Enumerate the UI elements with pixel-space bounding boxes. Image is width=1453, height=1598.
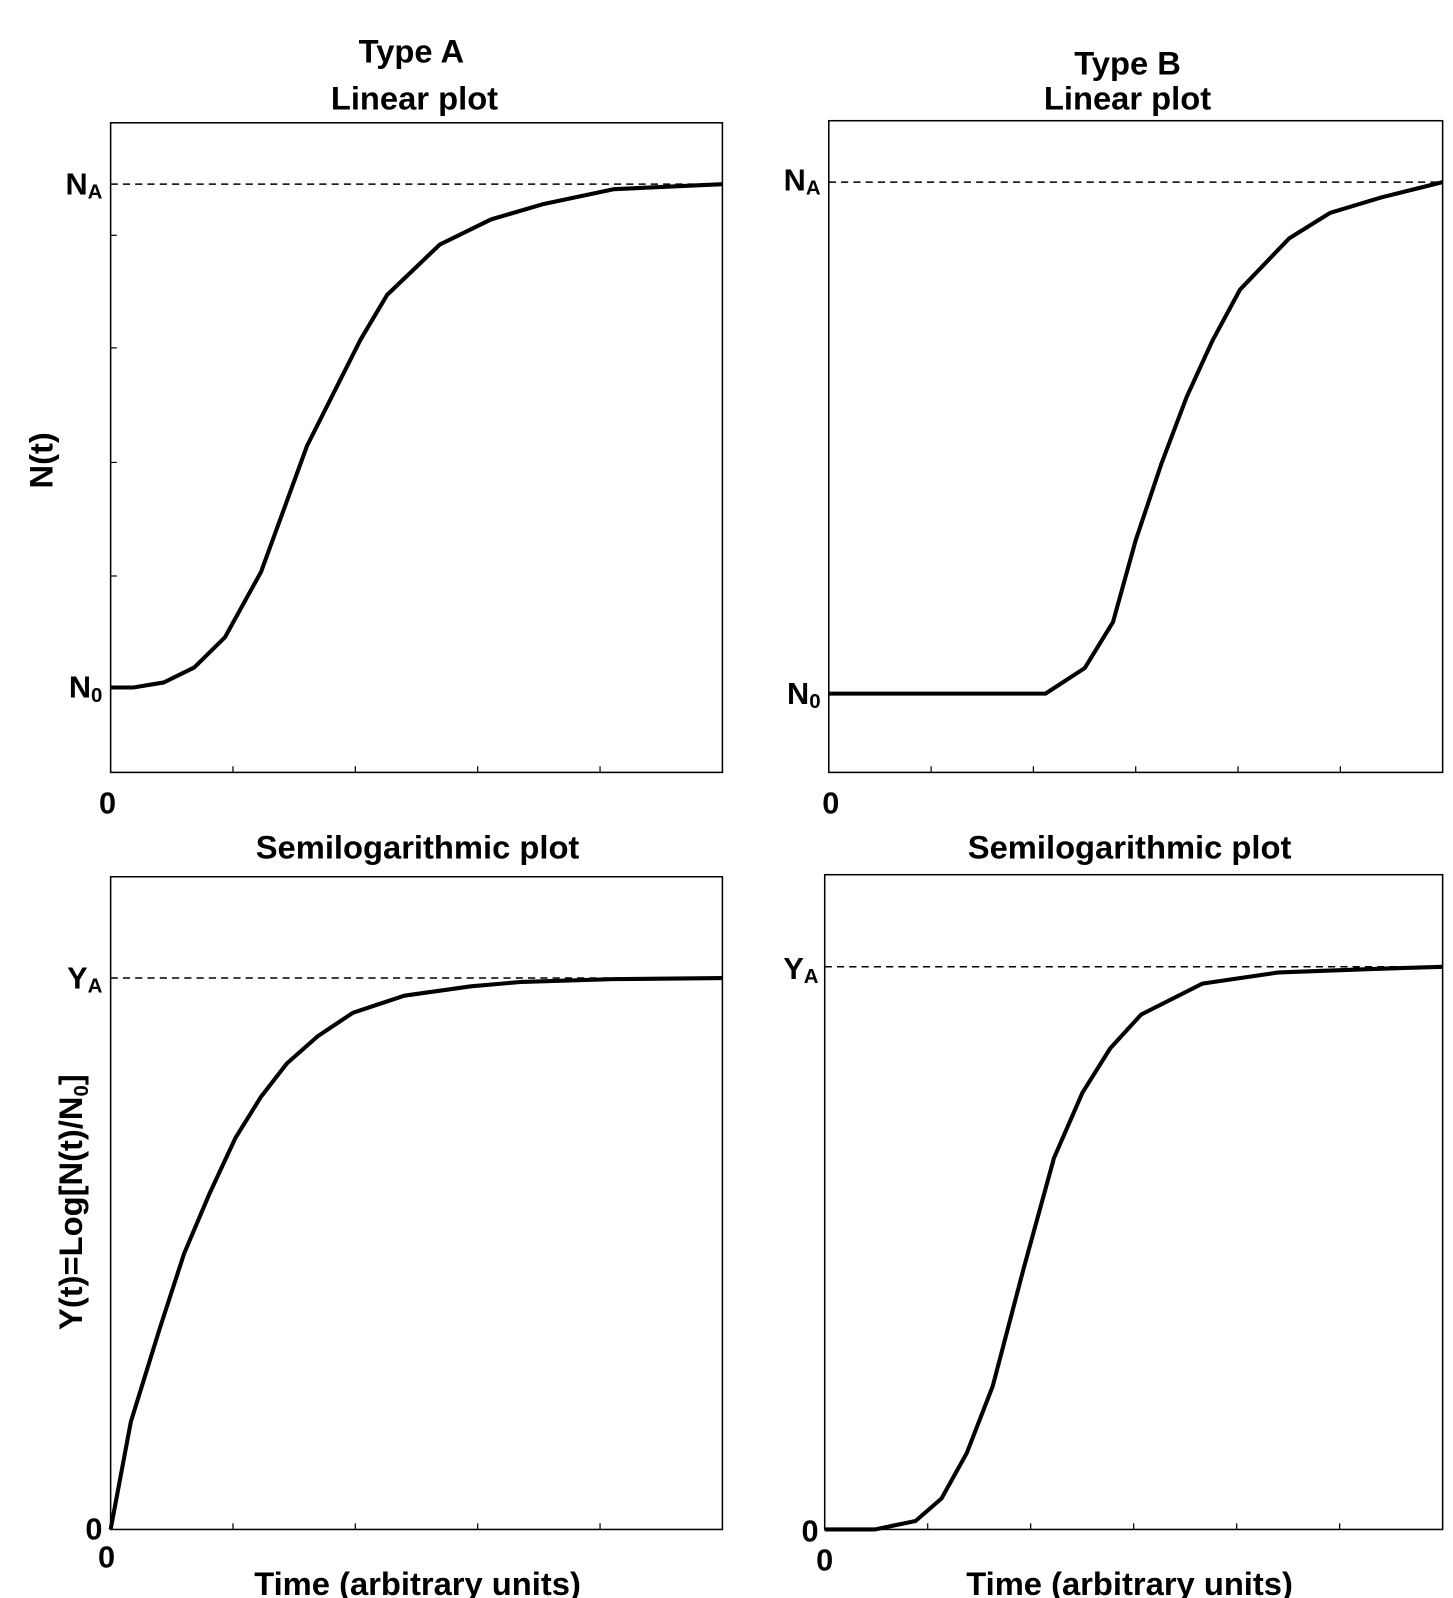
- panel-3: YA 00: [783, 873, 1444, 1577]
- y-level-label: N0: [69, 670, 103, 707]
- panel-a-x-axis-label: Time (arbitrary units): [254, 1565, 581, 1598]
- growth-curve: [828, 180, 1444, 696]
- ylabel-main: Y(t)=Log[N(t)/N: [52, 1096, 89, 1330]
- plot-frame: [109, 875, 724, 1531]
- x-origin-label: 0: [98, 1539, 115, 1574]
- y-level-label-main: 0: [85, 1512, 102, 1547]
- y-level-label: 0: [85, 1512, 102, 1547]
- y-level-label: YA: [783, 951, 818, 988]
- x-origin-label: 0: [99, 785, 116, 820]
- growth-curve: [110, 182, 723, 690]
- y-level-label-main: Y: [67, 960, 87, 995]
- panel-a-semilog-title: Semilogarithmic plot: [256, 828, 580, 865]
- ylabel-end: ]: [52, 1074, 89, 1085]
- y-level-label-sub: A: [88, 974, 103, 997]
- linear-y-axis-label: N(t): [22, 432, 59, 488]
- growth-curve: [824, 964, 1443, 1532]
- y-level-label-main: N: [69, 670, 91, 705]
- y-level-label-sub: A: [806, 176, 821, 199]
- panel-b-semilog-title: Semilogarithmic plot: [968, 828, 1292, 865]
- ylabel-sub: 0: [70, 1085, 93, 1096]
- type-a-title: Type A: [359, 32, 464, 69]
- y-level-label-main: Y: [783, 951, 803, 986]
- y-level-label-main: N: [784, 162, 806, 197]
- plot-frame: [109, 121, 724, 774]
- panel-a-linear-title: Linear plot: [331, 79, 498, 116]
- x-origin-label: 0: [822, 785, 839, 820]
- y-level-label-sub: A: [804, 965, 819, 988]
- y-level-label-sub: 0: [91, 684, 102, 707]
- y-level-label: NA: [65, 166, 102, 203]
- y-level-label: 0: [801, 1514, 818, 1549]
- y-level-label-main: N: [65, 166, 87, 201]
- y-level-label: NA: [784, 162, 821, 199]
- y-level-label: N0: [787, 676, 821, 713]
- y-level-label-sub: 0: [809, 690, 820, 713]
- x-origin-label: 0: [816, 1542, 833, 1577]
- type-b-title: Type B: [1074, 45, 1181, 82]
- y-level-label-sub: A: [88, 180, 103, 203]
- growth-curve: [108, 975, 723, 1530]
- y-level-label: YA: [67, 960, 102, 997]
- y-level-label-main: N: [787, 676, 809, 711]
- y-level-label-main: 0: [801, 1514, 818, 1549]
- plot-frame: [823, 873, 1444, 1531]
- panel-b-linear-title: Linear plot: [1044, 79, 1211, 116]
- panel-b-x-axis-label: Time (arbitrary units): [966, 1565, 1293, 1598]
- plot-frame: [828, 119, 1444, 774]
- semilog-y-axis-label: Y(t)=Log[N(t)/N0]: [52, 1074, 93, 1330]
